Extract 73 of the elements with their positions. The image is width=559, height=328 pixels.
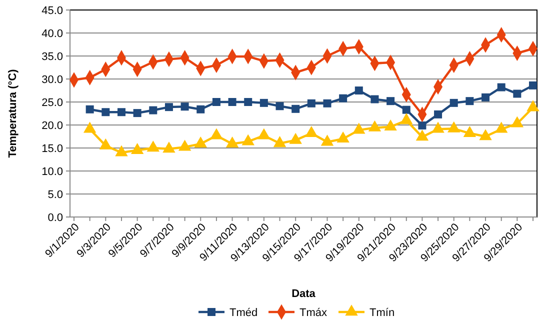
point [226,136,239,148]
point [260,98,268,107]
point [99,138,112,150]
y-tick-label: 15.0 [42,142,63,155]
legend-label: Tmáx [300,306,328,319]
point [466,97,474,106]
point [416,130,429,141]
point [529,81,537,90]
point [178,140,192,151]
point [258,128,270,140]
point [482,93,490,102]
point [323,99,332,108]
x-axis-title: Data [292,288,316,300]
y-tick-label: 25.0 [42,96,63,109]
point [448,121,460,132]
point [149,106,158,114]
point [307,99,316,108]
point [292,104,300,113]
point [418,121,426,130]
point [164,103,173,112]
y-tick-label: 35.0 [42,50,63,63]
y-tick-label: 5.0 [48,188,63,201]
y-tick-label: 40.0 [42,28,63,40]
point [400,113,413,124]
point [402,106,410,114]
point [102,108,110,116]
point [352,122,366,134]
point [463,126,476,137]
point [305,126,318,137]
point [339,94,348,102]
point [133,109,142,118]
point [228,98,236,106]
point [336,131,350,142]
y-tick-label: 30.0 [42,74,63,86]
point [146,140,160,152]
point [130,142,144,154]
point [289,132,302,144]
point [244,98,252,106]
legend-label: Tmín [370,306,395,319]
y-tick-label: 45.0 [42,4,63,17]
point [115,145,128,156]
point [162,142,176,153]
y-tick-label: 20.0 [42,120,63,132]
point [320,134,334,146]
y-tick-label: 10.0 [42,166,63,178]
point [386,97,395,106]
point [497,83,506,92]
point [354,86,363,94]
point [432,122,444,133]
point [384,120,397,131]
point [479,129,492,140]
point [513,90,522,98]
point [180,102,189,111]
point [276,102,284,110]
point [370,95,379,104]
point [196,105,205,114]
point [434,110,442,118]
point [194,136,207,148]
point [450,98,458,107]
point [117,108,126,116]
point [242,134,254,146]
legend-label: Tméd [230,306,258,319]
y-axis-title: Temperatura (°C) [7,68,19,158]
point [510,116,524,128]
y-tick-label: 0.0 [48,212,63,224]
point [273,136,286,148]
point [83,122,96,133]
point [210,128,223,140]
point [86,105,94,114]
point [494,122,508,133]
point [212,98,220,106]
point [368,120,382,132]
point [526,100,540,112]
